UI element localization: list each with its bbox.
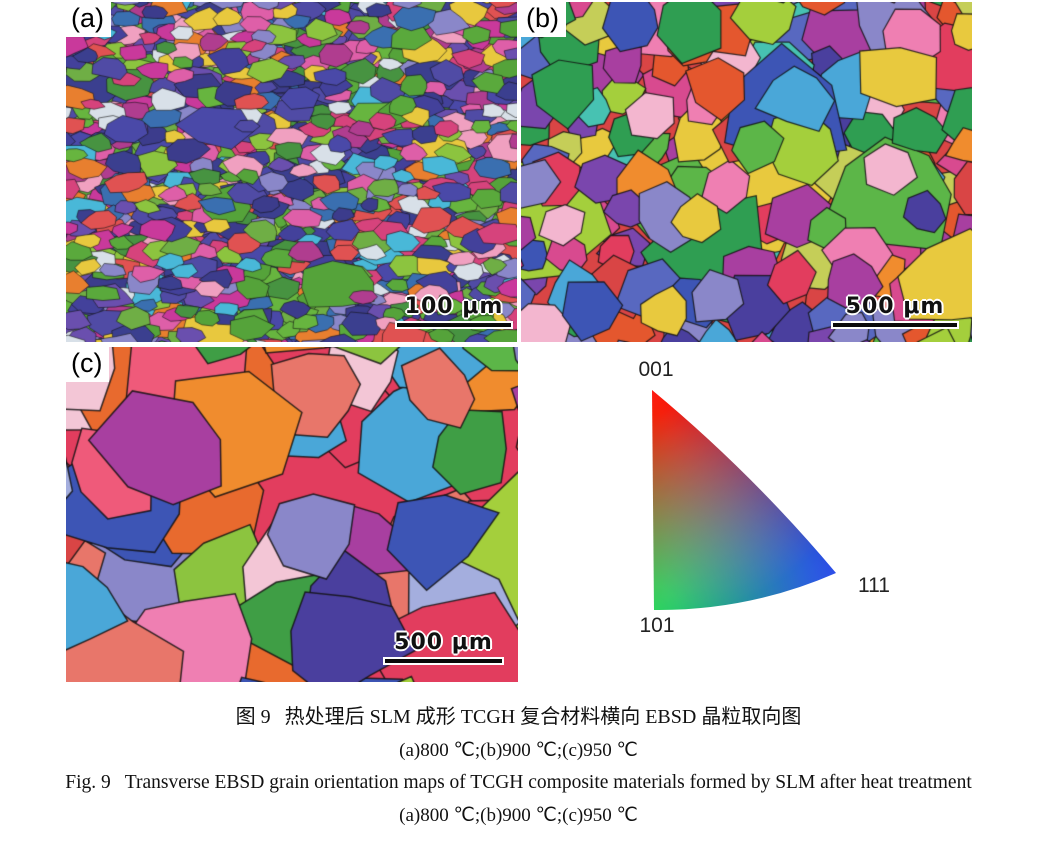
caption-zh-title: 图 9 热处理后 SLM 成形 TCGH 复合材料横向 EBSD 晶粒取向图 (0, 700, 1037, 729)
ebsd-panel-a: (a) 100 μm (66, 2, 517, 342)
panel-label-a: (a) (66, 2, 111, 38)
ipf-triangle-icon (646, 386, 838, 610)
caption-en-text: Transverse EBSD grain orientation maps o… (124, 772, 972, 793)
caption-zh-text: 热处理后 SLM 成形 TCGH 复合材料横向 EBSD 晶粒取向图 (284, 706, 802, 728)
ebsd-map-c (66, 347, 518, 682)
caption-en-subtitle: (a)800 ℃;(b)900 ℃;(c)950 ℃ (399, 805, 638, 826)
scale-bar-b-text: 500 μm (845, 294, 945, 319)
ebsd-map-b (521, 2, 972, 342)
scale-bar-c-line (383, 657, 504, 665)
scale-bar-c-text: 500 μm (394, 630, 493, 655)
scale-bar-a-text: 100 μm (404, 294, 504, 319)
figure-caption: 图 9 热处理后 SLM 成形 TCGH 复合材料横向 EBSD 晶粒取向图 (a… (0, 700, 1037, 837)
caption-zh-figure-number: 图 9 (235, 706, 271, 728)
caption-zh-subtitle: (a)800 ℃;(b)900 ℃;(c)950 ℃ (399, 740, 638, 761)
scale-bar-a-line (395, 321, 513, 329)
scale-bar-a: 100 μm (395, 294, 513, 329)
panel-label-b: (b) (521, 2, 566, 38)
caption-en-title: Fig. 9 Transverse EBSD grain orientation … (0, 772, 1037, 794)
ebsd-panel-b: (b) 500 μm (521, 2, 972, 342)
ipf-label-001: 001 (638, 358, 674, 381)
ipf-color-key: 001 101 111 (598, 358, 908, 648)
scale-bar-b: 500 μm (831, 294, 959, 329)
ebsd-panel-c: (c) 500 μm (66, 347, 518, 682)
panel-label-c: (c) (66, 347, 110, 383)
scale-bar-b-line (831, 321, 959, 329)
scale-bar-c: 500 μm (383, 630, 504, 665)
caption-en-figure-number: Fig. 9 (65, 772, 111, 793)
ipf-label-111: 111 (858, 574, 890, 597)
ipf-label-101: 101 (639, 614, 675, 637)
ipf-blue-gradient (646, 386, 838, 610)
ebsd-map-a (66, 2, 517, 342)
